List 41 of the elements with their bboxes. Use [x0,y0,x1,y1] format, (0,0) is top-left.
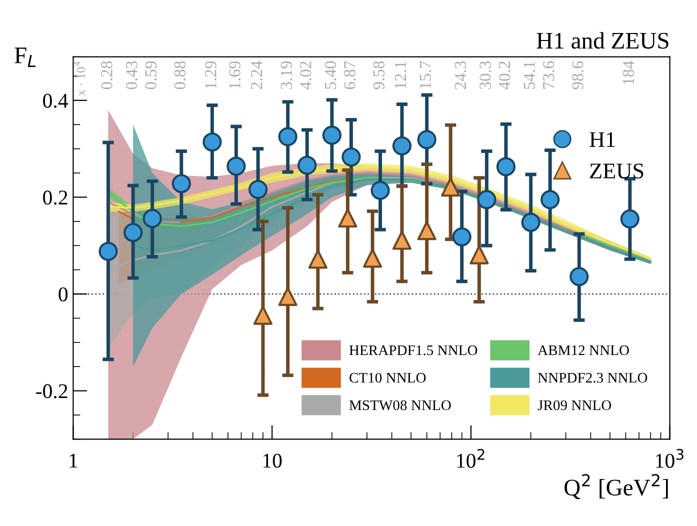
x-tick-label: 10$^{3}$ [656,448,684,468]
annotation: 12.1 [394,62,406,88]
annotation: 9.58 [373,61,385,90]
x-axis-title: Q$^{2}$ [GeV$^{2}$] [564,474,668,500]
annotation: 30.3 [480,61,491,89]
x-tick-label: 10$^{2}$ [457,448,484,468]
annotation: 73.6 [543,61,554,89]
annotation: 0.59 [145,61,157,90]
annotation: 54.1 [524,62,536,89]
x-tick-label: 1 [70,454,78,468]
annotation: 0.28 [101,61,112,90]
annotation: 3.19 [280,61,292,89]
annotation: 5.40 [324,61,336,89]
annotation: 0.43 [126,61,138,90]
legend-label: JR09 NNLO [538,400,612,410]
y-tick-label: 0.2 [43,190,68,205]
legend-label: NNPDF2.3 NNLO [538,372,648,383]
y-tick-label: 0.4 [43,94,68,108]
x-tick-label: 10 [263,454,282,468]
legend-label: H1 [590,132,615,147]
legend-label: ABM12 NNLO [538,345,629,356]
legend-label: HERAPDF1.5 NNLO [349,345,478,356]
annotation: 98.6 [572,61,584,90]
annotation: 2.24 [250,60,262,90]
y-tick-label: -0.2 [36,384,68,398]
annotation: 24.3 [454,61,466,90]
annotation: 184 [622,60,634,84]
annotation: 1.69 [229,61,240,88]
legend-label: CT10 NNLO [350,372,426,383]
legend-label: MSTW08 NNLO [349,400,451,410]
annotation: 40.2 [498,62,510,90]
annotation: 1.29 [205,61,216,88]
chart-title: H1 and ZEUS [536,32,668,49]
legend-label: ZEUS [590,164,644,178]
y-tick-label: 0 [58,287,68,302]
annotation: x · 10$^{4}$ [74,62,86,96]
y-axis-title: F$_{L}$ [14,48,36,68]
annotation: 15.7 [420,61,432,88]
annotation: 4.02 [300,62,312,90]
annotation: 0.88 [174,61,186,90]
annotation: 6.87 [344,61,356,90]
